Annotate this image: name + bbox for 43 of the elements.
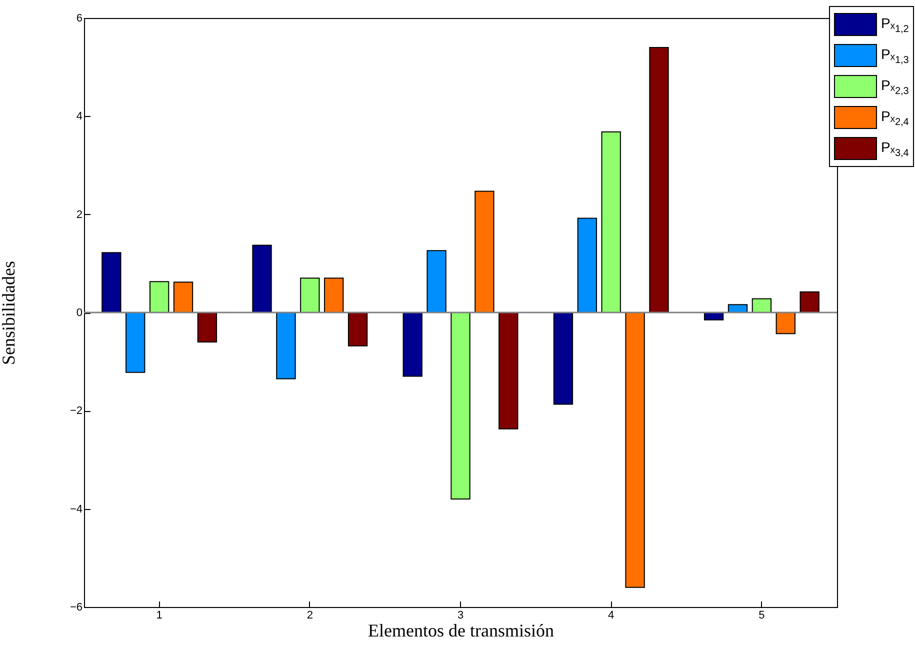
x-tick-label: 4 bbox=[608, 610, 614, 622]
bar bbox=[649, 46, 669, 313]
legend-label: Pₓ$_{1,2}$ bbox=[881, 14, 909, 34]
bar bbox=[402, 312, 422, 377]
bar bbox=[426, 250, 446, 313]
x-tick-label: 3 bbox=[457, 610, 464, 622]
bar bbox=[348, 312, 368, 346]
legend-label: Pₓ$_{2,3}$ bbox=[881, 76, 909, 96]
bar bbox=[728, 304, 748, 313]
bar bbox=[300, 278, 320, 313]
bar bbox=[149, 281, 170, 313]
bar bbox=[474, 190, 494, 313]
y-axis-title: Sensibilidades bbox=[0, 261, 18, 365]
bar bbox=[752, 298, 772, 313]
y-tick-label: 6 bbox=[76, 12, 82, 24]
bar bbox=[276, 312, 296, 380]
y-tick-label: −4 bbox=[70, 503, 82, 516]
y-tick-label: −6 bbox=[70, 602, 82, 614]
legend-label: Pₓ$_{2,4}$ bbox=[881, 108, 909, 128]
bar bbox=[577, 218, 597, 313]
y-tick-label: −2 bbox=[70, 405, 82, 418]
bar bbox=[252, 244, 272, 313]
x-tick-label: 2 bbox=[306, 610, 313, 622]
bar bbox=[450, 312, 470, 500]
y-tick-label: 0 bbox=[76, 307, 82, 319]
bar bbox=[173, 282, 194, 313]
bar bbox=[126, 312, 146, 373]
legend-label: Pₓ$_{1,3}$ bbox=[881, 46, 909, 66]
bar bbox=[553, 312, 574, 405]
bar bbox=[800, 291, 820, 313]
x-tick-label: 1 bbox=[156, 610, 162, 622]
legend-label: Pₓ$_{3,4}$ bbox=[881, 138, 909, 158]
bar bbox=[776, 312, 796, 334]
bar bbox=[498, 312, 518, 430]
bar bbox=[197, 312, 218, 342]
y-tick-label: 4 bbox=[76, 110, 82, 123]
bar bbox=[102, 252, 122, 313]
x-tick-label: 5 bbox=[758, 610, 765, 622]
bar bbox=[324, 278, 344, 313]
x-axis-title: Elementos de transmisión bbox=[368, 620, 554, 640]
bar bbox=[601, 131, 621, 313]
y-tick-label: 2 bbox=[76, 208, 82, 221]
bar bbox=[625, 312, 645, 588]
